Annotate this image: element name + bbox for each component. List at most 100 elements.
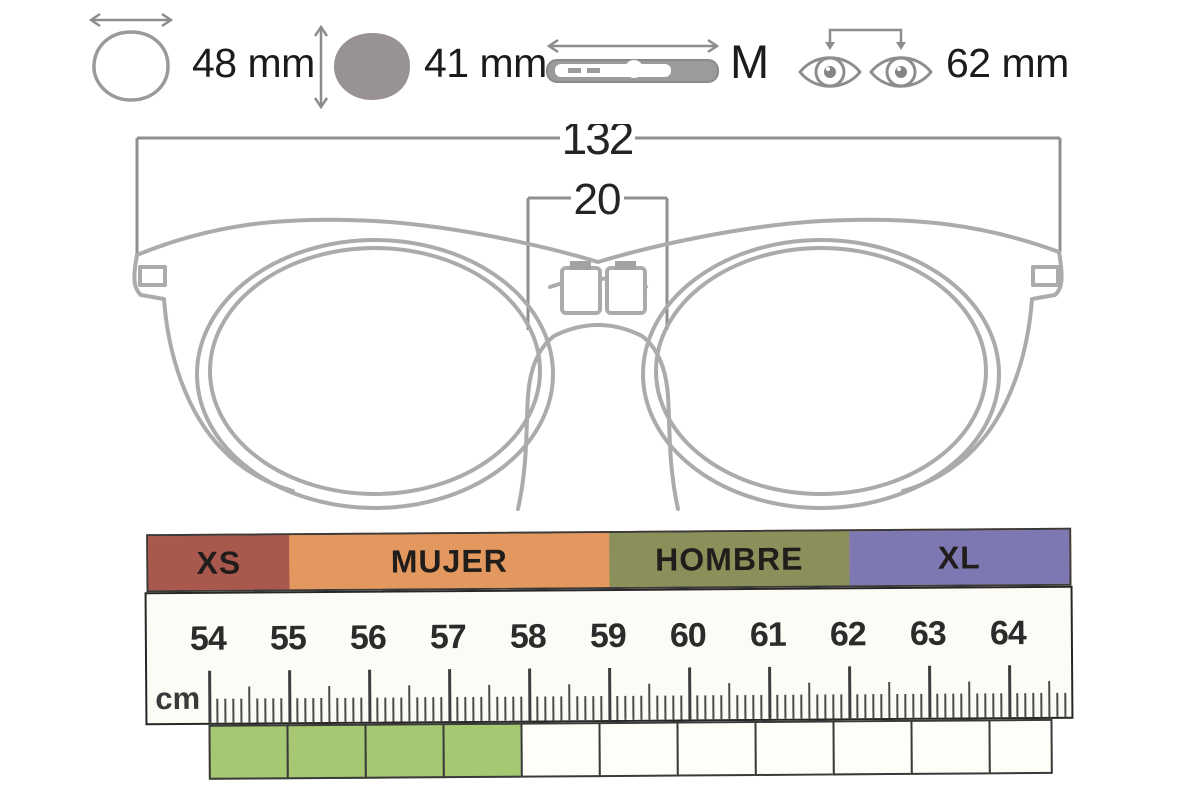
ruler-number: 56 <box>349 618 386 657</box>
ruler-tick <box>712 695 715 720</box>
lens-width-value: 48 mm <box>192 40 315 86</box>
ruler-tick <box>208 670 212 723</box>
ruler-tick <box>240 698 243 723</box>
ruler-tick <box>448 669 452 722</box>
ruler-tick <box>328 685 331 722</box>
size-bands: XS MUJER HOMBRE XL <box>146 527 1072 593</box>
size-cell-highlighted <box>442 722 523 779</box>
ruler-tick <box>768 666 772 719</box>
ruler-tick <box>480 696 483 721</box>
ruler-tick <box>312 698 315 723</box>
ruler-tick <box>488 684 491 721</box>
size-cell <box>754 720 835 776</box>
ruler-tick <box>592 696 595 721</box>
left-hinge <box>138 265 167 287</box>
ruler-number: 60 <box>669 616 706 655</box>
ruler-tick <box>1016 693 1019 718</box>
ruler-tick <box>928 665 932 718</box>
glasses-front-diagram: 132 20 <box>132 124 1064 511</box>
eyes-distance-icon <box>798 28 933 88</box>
ruler-tick <box>744 695 747 720</box>
ruler-tick <box>960 693 963 718</box>
total-width-label: 132 <box>562 124 633 164</box>
ruler-tick <box>512 696 515 721</box>
ruler-tick <box>848 666 852 719</box>
frame-outline <box>132 217 1064 511</box>
ruler-tick <box>608 667 612 721</box>
ruler-tick <box>776 694 779 719</box>
size-cell <box>832 719 913 776</box>
lens-height-icon <box>313 24 410 110</box>
ruler-tick <box>272 698 275 723</box>
size-cell-highlighted <box>364 723 445 779</box>
ruler-tick <box>216 698 219 723</box>
ruler-tick <box>232 698 235 723</box>
ruler-tick <box>680 695 683 720</box>
ruler-tick <box>664 695 667 720</box>
ruler-tick <box>528 668 532 721</box>
size-band-mujer: MUJER <box>289 533 610 590</box>
ruler-tick <box>864 694 867 719</box>
ruler-tick <box>816 694 819 719</box>
ruler-tick <box>368 669 372 722</box>
size-cell <box>988 718 1053 775</box>
ruler-tick <box>440 697 443 722</box>
ruler-tick <box>1056 692 1059 717</box>
lens-height-value: 41 mm <box>424 40 547 86</box>
ruler-tick <box>968 681 971 718</box>
ruler-tick <box>640 695 643 720</box>
ruler-tick <box>840 694 843 719</box>
ruler-tick <box>504 696 507 721</box>
ruler-tick <box>1032 693 1035 718</box>
size-cell <box>520 722 601 778</box>
size-cell <box>676 720 757 777</box>
ruler-tick <box>672 695 675 720</box>
ruler-number: 61 <box>749 615 786 655</box>
ruler-tick <box>656 695 659 720</box>
ruler-tick <box>296 698 299 723</box>
right-nose-pad-tab <box>615 261 636 270</box>
lens-width-icon <box>88 12 174 102</box>
left-nose-pad <box>560 266 602 315</box>
ruler-tick <box>336 697 339 722</box>
right-nose-pad <box>605 266 647 315</box>
ruler-tick <box>976 693 979 718</box>
ruler-tick <box>584 696 587 721</box>
ruler-tick <box>888 682 891 719</box>
ruler-tick <box>264 698 267 723</box>
ruler-tick <box>752 694 755 720</box>
ruler-tick <box>464 697 467 722</box>
size-band-xs: XS <box>148 535 290 591</box>
ruler-tick <box>416 697 419 722</box>
ruler-number: 54 <box>189 619 226 658</box>
size-band-label: HOMBRE <box>655 540 804 578</box>
ruler-tick <box>472 696 475 721</box>
ruler-number: 64 <box>989 614 1026 653</box>
size-cell-highlighted <box>208 724 289 780</box>
right-hinge <box>1031 265 1060 287</box>
ruler-tick <box>1048 680 1051 717</box>
size-band-label: XS <box>196 544 242 581</box>
size-cells-row <box>208 718 1070 780</box>
ruler-tick <box>544 696 547 721</box>
temple-arm-icon <box>546 38 720 83</box>
ruler-tick <box>832 694 835 719</box>
ruler-tick <box>560 696 563 721</box>
ruler-tick <box>696 695 699 720</box>
ruler-tick <box>784 694 787 719</box>
ruler-tick <box>304 698 307 723</box>
ruler-tick <box>1000 693 1003 718</box>
ruler-tick <box>288 670 292 723</box>
ruler-tick <box>384 697 387 722</box>
ruler-number: 57 <box>429 618 466 657</box>
ruler-tick <box>856 694 859 719</box>
ruler-tick <box>1040 692 1043 717</box>
ruler-tick <box>408 685 411 722</box>
ruler-tick <box>880 694 883 719</box>
ruler-tick <box>648 683 651 720</box>
size-cell-highlighted <box>286 723 367 780</box>
ruler-tick <box>824 694 827 719</box>
ruler-tick <box>952 693 955 718</box>
ruler-tick <box>704 695 707 720</box>
